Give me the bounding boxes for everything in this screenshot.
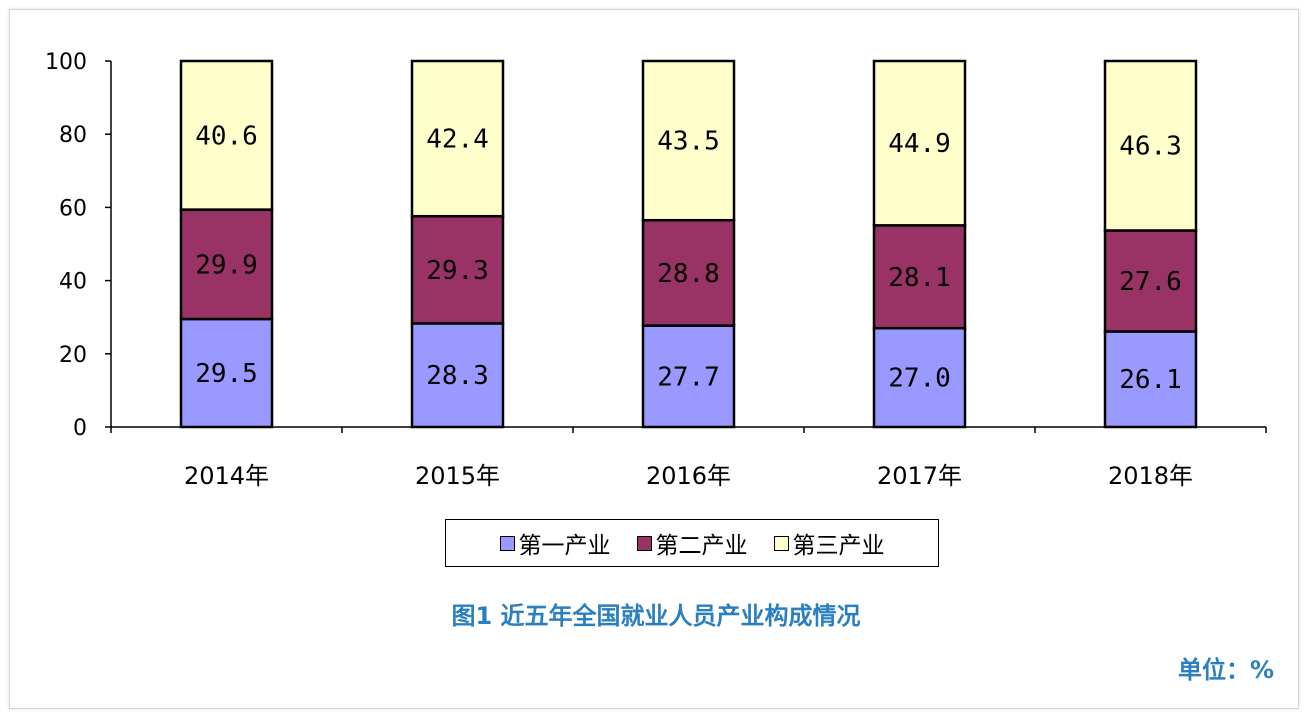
data-labels: 29.5 29.9 40.6 28.3 29.3 42.4 27.7 28.8 43.5 27.0…: [195, 121, 1182, 395]
bar-segment: [179, 208, 274, 321]
data-label: 42.4: [426, 125, 489, 155]
data-label: 29.5: [195, 359, 258, 389]
bar-segment: [1103, 229, 1198, 333]
bar-segment: [1103, 59, 1198, 232]
y-tick-label: 20: [59, 343, 87, 368]
legend-item-secondary: 第二产业: [636, 526, 748, 560]
bar-segment: [1103, 330, 1198, 429]
data-label: 29.9: [195, 250, 258, 280]
legend-label-tertiary: 第三产业: [792, 533, 885, 559]
chart-title: 图1 近五年全国就业人员产业构成情况: [451, 602, 861, 630]
legend-item-primary: 第一产业: [499, 526, 611, 560]
data-label: 27.7: [657, 362, 720, 392]
x-tick-label: 2015年: [415, 462, 500, 490]
bars: [179, 59, 1198, 429]
bar-segment: [872, 326, 967, 429]
legend: 第一产业 第二产业 第三产业: [445, 519, 939, 567]
x-tick-label: 2018年: [1108, 462, 1193, 490]
data-label: 29.3: [426, 256, 489, 286]
bar-segment: [410, 59, 505, 218]
legend-label-secondary: 第二产业: [655, 533, 748, 559]
data-label: 43.5: [657, 127, 720, 157]
legend-swatch-tertiary: [773, 535, 789, 551]
bar-segment: [179, 317, 274, 429]
y-tick-label: 80: [59, 123, 87, 148]
x-tick-label: 2014年: [184, 462, 269, 490]
x-tick-label: 2017年: [877, 462, 962, 490]
bar-segment: [872, 59, 967, 227]
data-label: 27.6: [1119, 267, 1182, 297]
bar-segment: [872, 224, 967, 330]
x-tick-label: 2016年: [646, 462, 731, 490]
legend-item-tertiary: 第三产业: [773, 526, 885, 560]
bar-segment: [179, 59, 274, 211]
y-tick-label: 40: [59, 270, 87, 295]
data-label: 40.6: [195, 121, 258, 151]
data-label: 27.0: [888, 364, 951, 394]
legend-swatch-secondary: [636, 535, 652, 551]
y-tick-label: 60: [59, 196, 87, 221]
axes: 0 20 40 60 80 100 2014年 2015年 2016年 2017年 2018年: [45, 50, 1267, 490]
data-label: 28.3: [426, 361, 489, 391]
y-tick-label: 100: [45, 50, 87, 75]
unit-label: 单位：%: [1177, 656, 1274, 684]
bar-segment: [410, 322, 505, 429]
data-label: 44.9: [888, 129, 951, 159]
legend-label-primary: 第一产业: [518, 533, 611, 559]
data-label: 28.1: [888, 263, 951, 293]
legend-swatch-primary: [499, 535, 515, 551]
bar-segment: [641, 324, 736, 429]
data-label: 46.3: [1119, 132, 1182, 162]
data-label: 28.8: [657, 259, 720, 289]
data-label: 26.1: [1119, 365, 1182, 395]
y-tick-label: 0: [73, 416, 87, 441]
bar-segment: [641, 59, 736, 222]
